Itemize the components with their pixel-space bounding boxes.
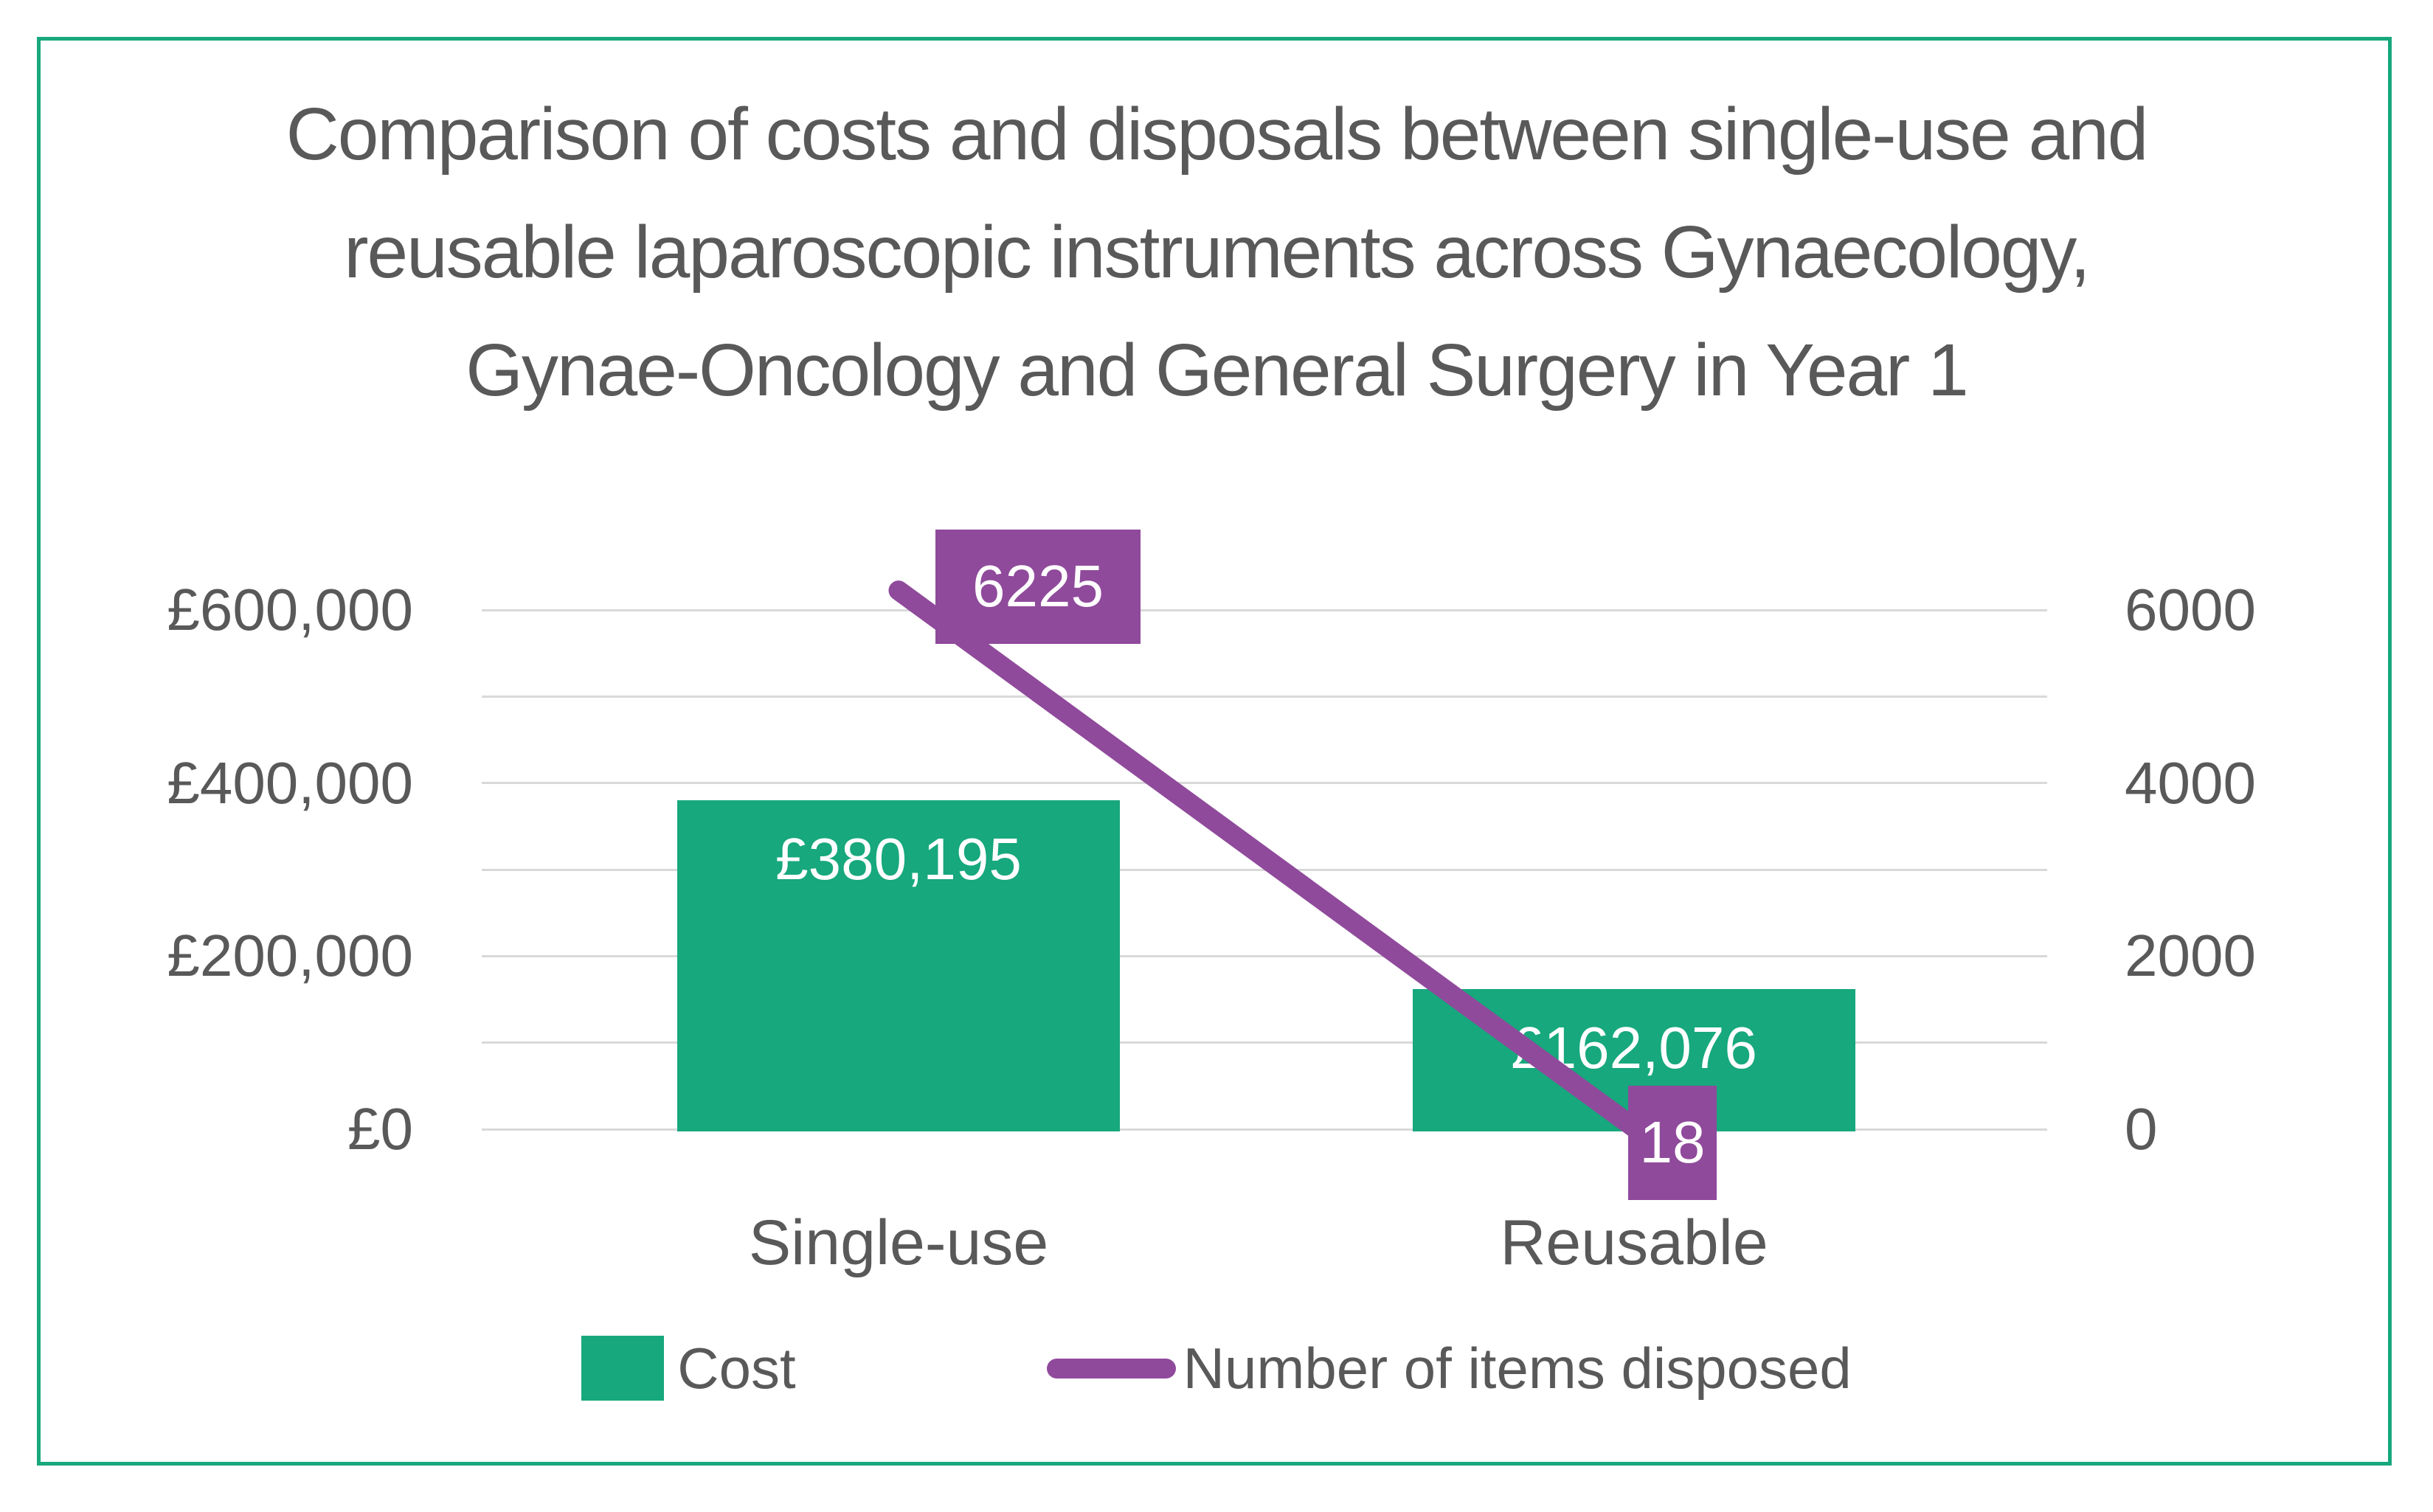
- gridline: [482, 695, 2047, 698]
- chart-title: Comparison of costs and disposals betwee…: [0, 75, 2433, 429]
- bar-label-cost-reusable: £162,076: [1511, 1014, 1757, 1081]
- gridline: [482, 782, 2047, 785]
- left-axis-tick-400000: £400,000: [167, 749, 413, 816]
- gridline: [482, 608, 2047, 611]
- legend-line-swatch: [1046, 1358, 1176, 1379]
- bar-cost-single-use: £380,195: [677, 800, 1120, 1131]
- x-axis-label-single-use: Single-use: [748, 1207, 1049, 1278]
- chart-title-line-1: Comparison of costs and disposals betwee…: [285, 93, 2149, 176]
- x-axis-label-reusable: Reusable: [1500, 1207, 1768, 1278]
- right-axis-tick-2000: 2000: [2125, 923, 2256, 989]
- right-axis-tick-6000: 6000: [2125, 577, 2256, 642]
- right-axis-tick-0: 0: [2125, 1096, 2158, 1162]
- legend-cost-label: Cost: [677, 1336, 796, 1401]
- legend-cost-swatch: [581, 1336, 665, 1401]
- data-label-disposed-reusable: 18: [1628, 1085, 1717, 1200]
- chart-title-line-3: Gynae-Oncology and General Surgery in Ye…: [466, 329, 1969, 412]
- right-axis-tick-4000: 4000: [2125, 749, 2256, 816]
- legend: Cost Number of items disposed: [0, 1324, 2433, 1412]
- left-axis-tick-600000: £600,000: [167, 577, 413, 642]
- chart-title-line-2: reusable laparoscopic instruments across…: [344, 211, 2091, 294]
- legend-disposed-label: Number of items disposed: [1183, 1336, 1852, 1401]
- left-axis-tick-0: £0: [347, 1096, 413, 1162]
- bar-label-cost-single-use: £380,195: [775, 825, 1022, 892]
- left-axis-tick-200000: £200,000: [167, 923, 413, 989]
- data-label-disposed-single-use: 6225: [935, 529, 1141, 644]
- chart-border-frame: [37, 37, 2392, 1466]
